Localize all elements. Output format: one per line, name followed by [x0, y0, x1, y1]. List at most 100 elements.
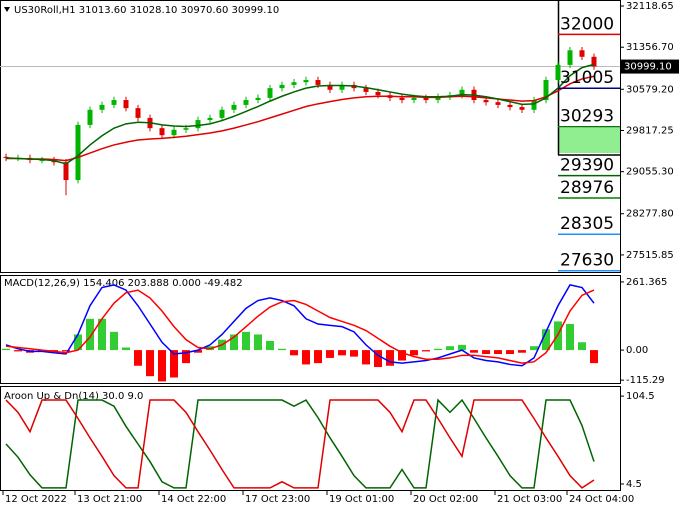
histogram-bar: [266, 340, 274, 351]
histogram-bar: [86, 318, 94, 351]
y-tick-label: 27515.85: [626, 250, 674, 261]
candle-body: [531, 100, 537, 110]
candle-body: [231, 104, 237, 110]
aroon-title: Aroon Up & Dn(14) 30.0 9.0: [4, 391, 143, 402]
histogram-bar: [470, 350, 478, 353]
histogram-bar: [134, 350, 142, 366]
histogram-bar: [146, 350, 154, 377]
candle-body: [303, 80, 309, 83]
candle-body: [39, 160, 45, 162]
candle-body: [459, 89, 465, 96]
candle-body: [75, 124, 81, 181]
candle-body: [399, 97, 405, 101]
macd-panel: [0, 275, 621, 384]
level-label: 27630: [560, 251, 614, 271]
candle-body: [87, 109, 93, 125]
level-label: 32000: [560, 14, 614, 34]
histogram-bar: [446, 346, 454, 351]
candle-body: [279, 84, 285, 89]
histogram-bar: [482, 350, 490, 355]
histogram-bar: [350, 350, 358, 357]
line-series: [5, 398, 595, 489]
histogram-bar: [242, 331, 250, 351]
level-label: 28305: [560, 214, 614, 234]
x-tick-label: 17 Oct 23:00: [245, 494, 310, 505]
candle-body: [219, 109, 225, 118]
candle-body: [135, 108, 141, 118]
histogram-bar: [494, 350, 502, 355]
histogram-bar: [314, 350, 322, 364]
y-tick-label: 30579.20: [626, 84, 674, 95]
histogram-bar: [74, 334, 82, 351]
candle-body: [243, 100, 249, 105]
level-label: 31005: [560, 68, 614, 88]
candle-body: [327, 84, 333, 90]
line-series: [5, 63, 595, 165]
candle-body: [291, 82, 297, 85]
candle-body: [255, 97, 261, 101]
macd-title: MACD(12,26,9) 154.406 203.888 0.000 -49.…: [4, 278, 243, 289]
histogram-bar: [98, 318, 106, 351]
candle-body: [591, 56, 597, 67]
x-tick-label: 14 Oct 22:00: [161, 494, 226, 505]
candle-body: [375, 91, 381, 96]
histogram-bar: [374, 350, 382, 368]
candle-body: [363, 88, 369, 92]
candle-body: [423, 97, 429, 101]
x-tick-label: 19 Oct 01:00: [329, 494, 394, 505]
candle-body: [111, 100, 117, 105]
x-tick-label: 12 Oct 2022: [5, 494, 67, 505]
candle-body: [411, 97, 417, 101]
y-tick-label: 29055.30: [626, 167, 674, 178]
candle-body: [495, 102, 501, 105]
y-tick-label: 0.00: [626, 345, 648, 356]
x-tick-label: 21 Oct 03:00: [497, 494, 562, 505]
candle-body: [171, 129, 177, 136]
histogram-bar: [410, 350, 418, 356]
y-tick-label: 31356.70: [626, 42, 674, 53]
candle-body: [507, 104, 513, 108]
level-label: 30293: [560, 107, 614, 127]
histogram-bar: [362, 350, 370, 365]
chart-title: US30Roll,H1 31013.60 31028.10 30970.60 3…: [14, 5, 279, 16]
last-price-box: [621, 59, 679, 74]
line-series: [5, 284, 595, 367]
candle-body: [207, 117, 213, 121]
histogram-bar: [170, 350, 178, 378]
y-tick-label: 28277.80: [626, 209, 674, 220]
histogram-bar: [302, 350, 310, 365]
histogram-bar: [182, 350, 190, 364]
histogram-bar: [434, 348, 442, 351]
histogram-bar: [2, 348, 10, 351]
candle-body: [267, 88, 273, 98]
histogram-bar: [326, 350, 334, 358]
candle-body: [315, 80, 321, 85]
candle-body: [435, 96, 441, 101]
candle-body: [483, 100, 489, 103]
histogram-bar: [590, 350, 598, 364]
zone: [558, 128, 620, 153]
line-series: [5, 399, 595, 489]
histogram-bar: [542, 329, 550, 351]
y-tick-label: 104.5: [626, 391, 655, 402]
y-tick-label: 32118.65: [626, 1, 674, 12]
level-label: 28976: [560, 178, 614, 198]
histogram-bar: [110, 331, 118, 351]
candle-body: [543, 80, 549, 101]
histogram-bar: [566, 324, 574, 351]
histogram-bar: [386, 350, 394, 366]
main-panel: [0, 0, 621, 273]
candle-body: [579, 50, 585, 57]
y-tick-label: 29817.25: [626, 125, 674, 136]
histogram-bar: [158, 350, 166, 382]
last-price-label: 30999.10: [624, 62, 672, 73]
histogram-bar: [254, 334, 262, 351]
histogram-bar: [578, 342, 586, 351]
y-tick-label: -115.29: [626, 375, 665, 386]
candle-body: [519, 107, 525, 110]
candle-body: [3, 156, 9, 158]
histogram-bar: [278, 348, 286, 351]
y-tick-label: 4.5: [626, 479, 642, 490]
histogram-bar: [62, 350, 70, 352]
histogram-bar: [230, 334, 238, 351]
